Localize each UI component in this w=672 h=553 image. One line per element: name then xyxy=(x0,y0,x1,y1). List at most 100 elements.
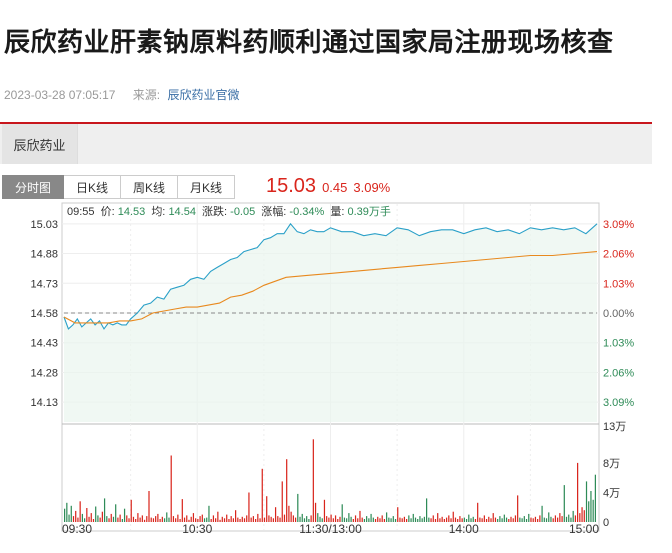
volume-bar xyxy=(137,513,139,522)
volume-bar xyxy=(517,495,519,522)
volume-bar xyxy=(368,518,370,522)
volume-bar xyxy=(499,516,501,522)
volume-bar xyxy=(99,517,101,522)
info-vol: 0.39万手 xyxy=(347,204,390,218)
volume-bar xyxy=(303,518,306,522)
volume-bar xyxy=(101,511,103,522)
volume-bar xyxy=(208,505,210,522)
volume-bar xyxy=(412,513,414,522)
volume-bar xyxy=(534,516,537,522)
volume-bar xyxy=(563,485,565,522)
tab-weekly-k[interactable]: 周K线 xyxy=(121,175,179,199)
volume-bar xyxy=(430,518,432,522)
volume-bar xyxy=(212,515,215,522)
volume-bar xyxy=(148,491,150,522)
y-tick-label: 15.03 xyxy=(30,219,58,231)
volume-bar xyxy=(181,499,183,522)
volume-bar xyxy=(568,514,570,522)
quote-price: 15.03 xyxy=(266,175,317,197)
volume-bar xyxy=(561,516,563,522)
volume-bar xyxy=(314,502,317,522)
volume-bar xyxy=(64,508,66,522)
volume-bar xyxy=(206,517,208,522)
volume-bar xyxy=(537,519,539,522)
tab-monthly-k[interactable]: 月K线 xyxy=(178,175,236,199)
y-pct-label: 2.06% xyxy=(603,249,634,261)
volume-bar xyxy=(343,517,346,522)
volume-bar xyxy=(190,516,192,522)
volume-bar xyxy=(263,517,266,522)
volume-bar xyxy=(226,514,228,522)
volume-bar xyxy=(581,507,583,522)
volume-bar xyxy=(292,515,294,522)
volume-bar xyxy=(274,507,277,522)
volume-bar xyxy=(175,518,177,522)
volume-bar xyxy=(246,515,248,522)
volume-bar xyxy=(370,513,372,522)
volume-bar xyxy=(463,517,465,522)
volume-bar xyxy=(332,518,334,522)
volume-bar xyxy=(399,517,401,522)
volume-bar xyxy=(479,517,481,522)
volume-bar xyxy=(459,516,461,522)
volume-bar xyxy=(310,515,312,522)
quote-summary: 15.03 0.45 3.09% xyxy=(266,175,390,198)
volume-bar xyxy=(543,517,545,522)
volume-bar xyxy=(341,504,343,522)
volume-bar xyxy=(503,514,505,522)
volume-bar xyxy=(243,518,246,522)
avg-price-line xyxy=(63,251,598,324)
volume-bar xyxy=(115,504,117,522)
volume-bar xyxy=(386,512,388,522)
y-tick-label: 14.88 xyxy=(30,249,58,261)
volume-bar xyxy=(508,519,510,522)
tab-daily-k[interactable]: 日K线 xyxy=(64,175,122,199)
volume-bar xyxy=(423,516,425,522)
volume-bar xyxy=(514,515,517,522)
volume-bar xyxy=(143,519,146,522)
volume-bar xyxy=(470,518,472,522)
info-pct: -0.34% xyxy=(289,206,324,218)
source-link[interactable]: 辰欣药业官微 xyxy=(167,88,240,102)
volume-bar xyxy=(308,519,310,522)
volume-bar xyxy=(512,518,514,522)
volume-bar xyxy=(352,519,354,522)
y-tick-label: 14.13 xyxy=(30,397,58,409)
volume-bar xyxy=(497,519,499,522)
volume-bar xyxy=(150,517,152,522)
volume-bar xyxy=(552,518,554,522)
volume-bar xyxy=(454,517,457,522)
volume-bar xyxy=(472,516,474,522)
volume-bar xyxy=(439,518,441,522)
volume-bar xyxy=(361,517,363,522)
volume-bar xyxy=(461,518,463,522)
stock-tab[interactable]: 辰欣药业 xyxy=(2,124,78,164)
volume-bar xyxy=(130,499,132,522)
volume-bar xyxy=(183,517,186,522)
volume-bar xyxy=(161,516,163,522)
volume-bar xyxy=(559,513,561,522)
tab-intraday[interactable]: 分时图 xyxy=(2,175,65,199)
volume-bar xyxy=(414,517,417,522)
volume-bar xyxy=(290,511,292,522)
volume-bar xyxy=(492,513,494,522)
volume-bar xyxy=(294,517,297,522)
volume-bar xyxy=(201,514,203,522)
info-pct-label: 涨幅: xyxy=(261,205,286,218)
y-pct-label: 1.03% xyxy=(603,278,634,290)
volume-bar xyxy=(519,517,521,522)
volume-bar xyxy=(554,515,557,522)
volume-bar xyxy=(550,516,552,522)
y-pct-label: 3.09% xyxy=(603,397,634,409)
volume-bar xyxy=(330,514,332,522)
volume-bar xyxy=(532,518,534,522)
volume-bar xyxy=(557,517,559,522)
volume-bar xyxy=(485,519,488,522)
article-meta: 2023-03-28 07:05:17 来源: 辰欣药业官微 xyxy=(4,86,239,103)
intraday-chart[interactable]: 15.03 14.88 14.73 14.58 14.43 14.28 14.13 3.09… xyxy=(0,198,672,553)
chart-frame xyxy=(61,202,600,532)
y-pct-label: 1.03% xyxy=(603,338,634,350)
volume-bar xyxy=(441,516,443,522)
volume-bar xyxy=(117,517,119,522)
info-bar: 09:55 价: 14.53 均: 14.54 涨跌: -0.05 涨幅: -0… xyxy=(67,204,391,218)
